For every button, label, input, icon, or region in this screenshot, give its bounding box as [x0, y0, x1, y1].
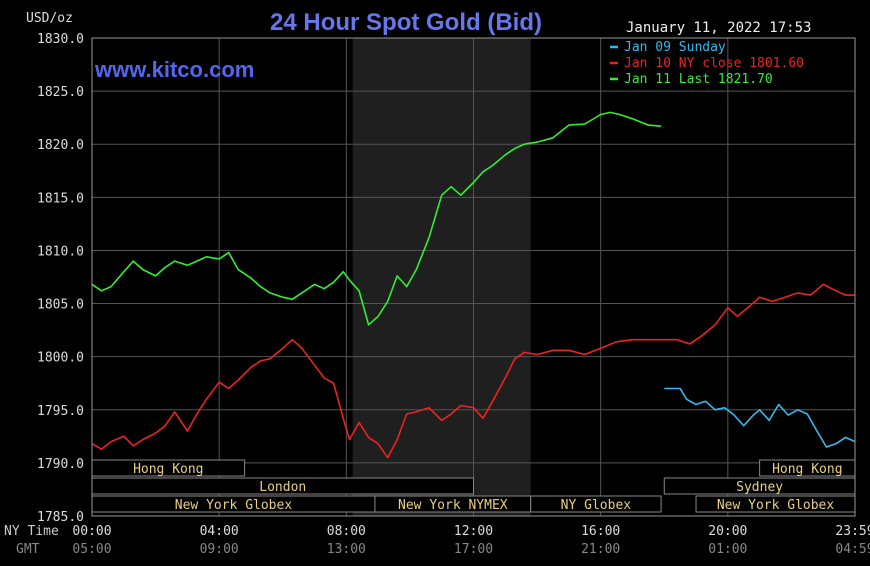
y-tick-label: 1795.0	[37, 404, 84, 419]
price-series	[91, 111, 856, 459]
chart-title: 24 Hour Spot Gold (Bid)	[270, 9, 542, 36]
gmt-row-label: GMT	[16, 542, 40, 557]
x-tick-label-gmt: 05:00	[72, 542, 111, 557]
series-line	[91, 283, 855, 459]
x-tick-label-ny: 23:59	[835, 524, 870, 539]
x-tick-label-ny: 16:00	[581, 524, 620, 539]
session-label: NY Globex	[561, 498, 632, 513]
y-axis-ticks: 1830.0 1825.0 1820.0 1815.0 1810.0 1805.0 1800…	[37, 32, 84, 525]
session-label: New York NYMEX	[398, 498, 508, 513]
x-tick-label-ny: 00:00	[72, 524, 111, 539]
x-tick-label-gmt: 21:00	[581, 542, 620, 557]
y-tick-label: 1805.0	[37, 298, 84, 313]
shaded-region	[352, 38, 531, 516]
session-label: Sydney	[736, 480, 783, 495]
legend-entry: Jan 10 NY close 1801.60	[624, 56, 804, 71]
x-tick-label-ny: 08:00	[327, 524, 366, 539]
legend-entry: Jan 11 Last 1821.70	[624, 72, 773, 87]
x-tick-label-gmt: 17:00	[454, 542, 493, 557]
watermark-text: www.kitco.com	[94, 57, 254, 82]
y-axis-label: USD/oz	[26, 11, 73, 26]
session-label: New York Globex	[717, 498, 835, 513]
y-tick-label: 1810.0	[37, 244, 84, 259]
y-tick-label: 1825.0	[37, 85, 84, 100]
legend-entry: Jan 09 Sunday	[624, 40, 726, 55]
y-tick-label: 1790.0	[37, 457, 84, 472]
x-tick-label-gmt: 13:00	[327, 542, 366, 557]
series-line	[664, 387, 856, 448]
x-tick-label-ny: 12:00	[454, 524, 493, 539]
session-bar	[530, 495, 662, 513]
x-axis-ticks: 00:00 05:00 04:00 09:00 08:00 13:00 12:00 17:00…	[72, 524, 870, 557]
y-tick-label: 1815.0	[37, 191, 84, 206]
session-label: New York Globex	[175, 498, 293, 513]
y-tick-label: 1800.0	[37, 351, 84, 366]
x-tick-label-gmt: 01:00	[708, 542, 747, 557]
plot-frame	[91, 37, 856, 517]
ny-time-row-label: NY Time	[4, 524, 59, 539]
x-tick-label-ny: 04:00	[200, 524, 239, 539]
session-label: London	[259, 480, 306, 495]
x-tick-label-gmt: 04:59	[835, 542, 870, 557]
x-tick-label-gmt: 09:00	[200, 542, 239, 557]
timestamp-text: January 11, 2022 17:53	[626, 20, 811, 36]
x-tick-label-ny: 20:00	[708, 524, 747, 539]
y-tick-label: 1785.0	[37, 510, 84, 525]
y-tick-label: 1830.0	[37, 32, 84, 47]
series-line	[91, 111, 662, 326]
y-tick-label: 1820.0	[37, 138, 84, 153]
session-label: Hong Kong	[772, 462, 842, 477]
session-label: Hong Kong	[133, 462, 203, 477]
